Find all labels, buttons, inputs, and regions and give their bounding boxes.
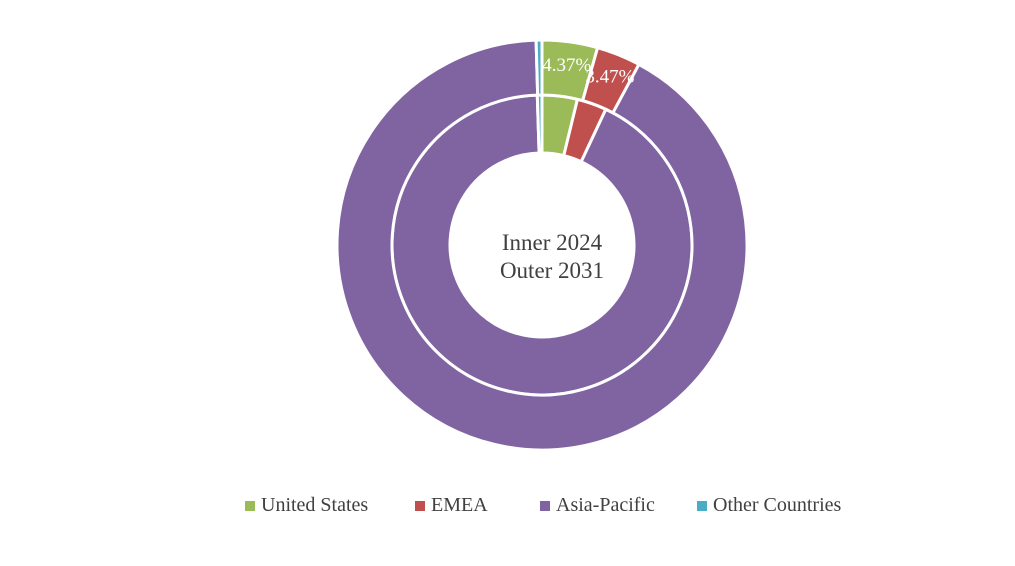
data-label-united-states: 4.37%	[542, 55, 591, 76]
legend-label: Asia-Pacific	[556, 494, 655, 516]
legend-item-other-countries: Other Countries	[697, 494, 841, 517]
legend-item-asia-pacific: Asia-Pacific	[540, 494, 655, 517]
legend-swatch-emea	[415, 500, 425, 511]
legend-item-united-states: United States	[245, 494, 368, 517]
chart-slices	[335, 38, 749, 452]
outer-slice-other-countries	[534, 38, 544, 97]
legend-label: Other Countries	[713, 494, 842, 516]
center-label-line-1: Inner 2024	[502, 230, 603, 255]
legend-swatch-united-states	[245, 500, 255, 511]
legend-swatch-other-countries	[697, 500, 707, 511]
center-label-line-2: Outer 2031	[500, 258, 604, 283]
chart-data-labels: 4.37%3.47%	[542, 55, 634, 87]
inner-slice-other-countries	[535, 93, 544, 155]
legend-swatch-asia-pacific	[540, 500, 550, 511]
outer-slice-asia-pacific	[335, 38, 749, 452]
legend-item-emea: EMEA	[415, 494, 488, 517]
chart-legend: United States EMEA Asia-Pacific Other Count…	[0, 494, 1015, 520]
legend-label: EMEA	[431, 494, 488, 516]
data-label-emea: 3.47%	[585, 67, 634, 88]
legend-label: United States	[261, 494, 369, 516]
